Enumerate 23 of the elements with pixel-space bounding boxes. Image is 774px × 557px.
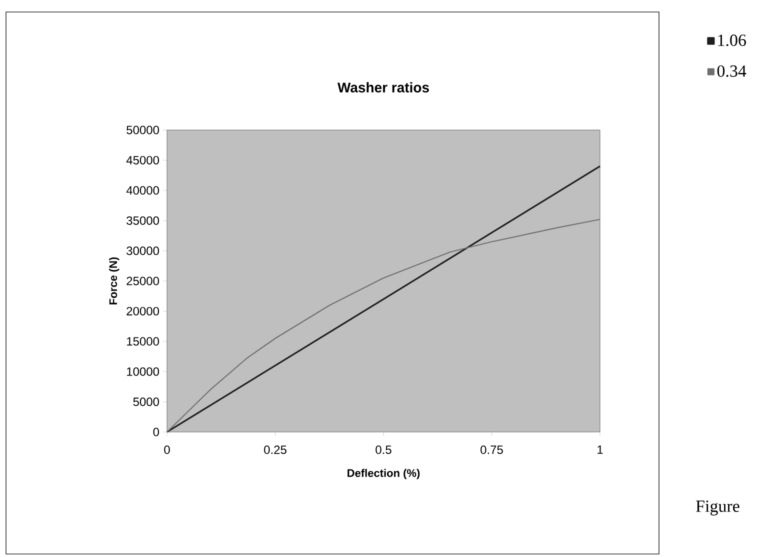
- x-axis-title: Deflection (%): [348, 468, 420, 480]
- x-tick-label: 1: [598, 446, 603, 454]
- y-tick-label: 20000: [126, 306, 160, 316]
- y-tick-label: 5000: [133, 398, 160, 406]
- legend-label: 1.06: [718, 34, 746, 46]
- text: Figure: [696, 500, 740, 516]
- chart-title: Washer ratios: [337, 82, 429, 92]
- x-tick-label: 0: [164, 446, 170, 454]
- y-tick-label: 25000: [126, 276, 160, 286]
- y-tick-label: 10000: [127, 367, 160, 376]
- y-tick-label: 50000: [126, 126, 160, 134]
- legend-label: 0.34: [717, 65, 746, 77]
- y-tick-label: 40000: [126, 186, 160, 195]
- x-tick-label: 0.75: [480, 446, 503, 454]
- y-tick-label: 0: [153, 428, 160, 436]
- y-axis-title: Force (N): [108, 257, 120, 304]
- y-tick-label: 35000: [126, 216, 160, 225]
- line-series: [166, 218, 601, 433]
- y-tick-label: 45000: [126, 156, 160, 164]
- x-tick-label: 0.5: [376, 446, 392, 454]
- y-tick-label: 15000: [127, 337, 160, 346]
- x-tick-label: 0.25: [264, 446, 286, 454]
- y-tick-label: 30000: [126, 246, 160, 256]
